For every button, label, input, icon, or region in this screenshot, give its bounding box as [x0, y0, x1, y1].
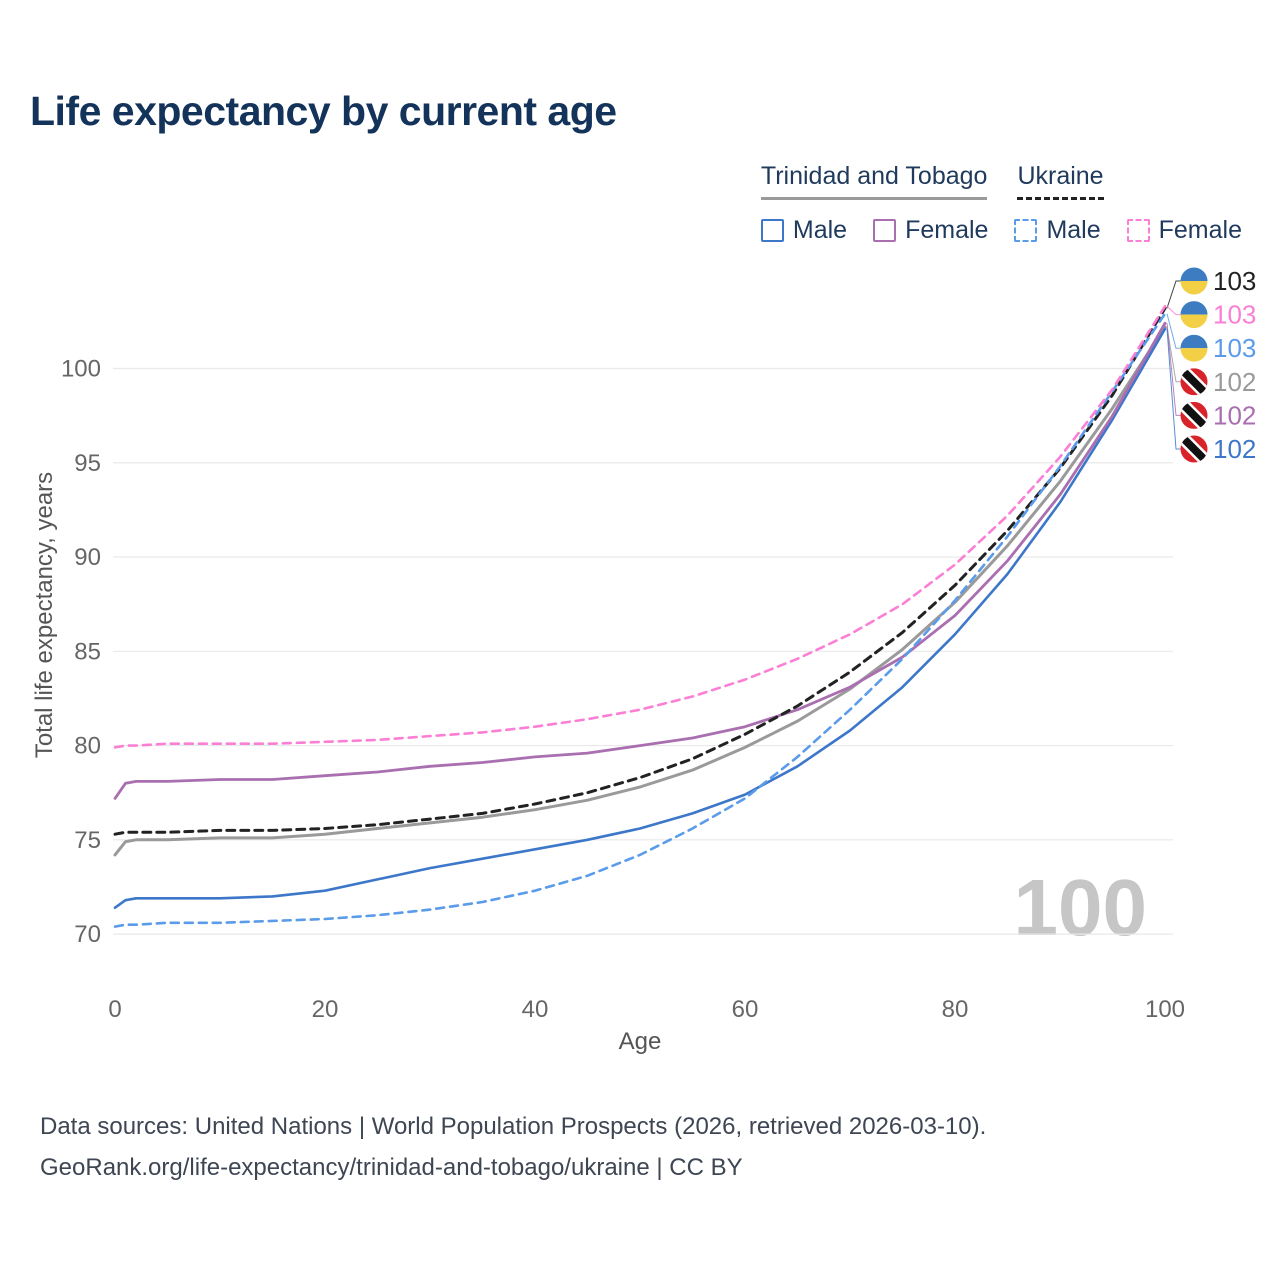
series-line-ukraine-male [113, 312, 1167, 928]
legend-item-ua-male-label: Male [1046, 216, 1101, 244]
legend-item-tt-male-label: Male [792, 216, 848, 244]
x-tick-label-60: 60 [732, 996, 759, 1023]
legend-item-ua-female-label: Female [1158, 216, 1242, 244]
end-label-connector [1166, 305, 1181, 316]
y-tick-label-90: 90 [74, 544, 101, 571]
ua-female-swatch-icon [1126, 219, 1150, 242]
legend-item-tt-female[interactable]: Female [873, 216, 988, 245]
trinidad-and-tobago-flag-icon [1180, 368, 1208, 396]
x-tick-label-40: 40 [522, 996, 549, 1023]
trinidad-and-tobago-flag-icon [1180, 401, 1208, 429]
legend-item-tt-male[interactable]: Male [760, 216, 848, 245]
end-label-connector [1166, 328, 1181, 450]
x-tick-label-20: 20 [312, 996, 339, 1023]
x-tick-label-80: 80 [942, 996, 969, 1023]
end-label-connector [1166, 313, 1181, 349]
series-line-trinidad-and-tobago-female [113, 321, 1167, 800]
x-tick-label-0: 0 [108, 996, 121, 1023]
tt-male-swatch-icon [760, 219, 784, 242]
series-line-trinidad-and-tobago-male [113, 327, 1167, 909]
legend-group-trinidad-and-tobago[interactable]: Trinidad and Tobago [760, 162, 988, 200]
ua-male-swatch-icon [1014, 219, 1038, 242]
series-line-trinidad-and-tobago-all [113, 325, 1167, 857]
y-tick-label-70: 70 [74, 921, 101, 948]
end-label-connector [1166, 326, 1181, 383]
y-tick-label-85: 85 [74, 638, 101, 665]
x-tick-label-100: 100 [1145, 996, 1185, 1023]
legend-group-trinidad-label: Trinidad and Tobago [760, 162, 988, 190]
footer-attribution-url: GeoRank.org/life-expectancy/trinidad-and… [40, 1154, 743, 1181]
ukraine-flag-icon [1180, 267, 1208, 295]
watermark-age-100: 100 [1013, 863, 1147, 952]
y-tick-label-80: 80 [74, 733, 101, 760]
end-label-connector [1166, 323, 1181, 416]
legend-item-ua-female[interactable]: Female [1126, 216, 1242, 245]
y-tick-label-100: 100 [61, 355, 101, 382]
footer-data-sources: Data sources: United Nations | World Pop… [40, 1113, 987, 1140]
ukraine-flag-icon [1180, 301, 1208, 329]
end-label-value: 103 [1213, 266, 1256, 296]
page-title: Life expectancy by current age [30, 88, 617, 134]
legend-groups: Trinidad and Tobago Ukraine [760, 162, 1104, 200]
legend-items: Male Female Male Female [760, 216, 1242, 245]
x-axis-title: Age [618, 1028, 662, 1055]
end-label-connector [1166, 280, 1181, 309]
y-tick-label-75: 75 [74, 827, 101, 854]
tt-female-swatch-icon [873, 219, 897, 242]
trinidad-and-tobago-flag-icon [1180, 435, 1208, 463]
legend-item-tt-female-label: Female [905, 216, 989, 244]
legend: Trinidad and Tobago Ukraine Male Female … [760, 162, 1242, 245]
end-label-value: 103 [1213, 300, 1256, 330]
series-line-ukraine-female [113, 305, 1167, 749]
end-label-value: 102 [1213, 434, 1256, 464]
end-label-value: 103 [1213, 333, 1256, 363]
legend-group-ukraine-label: Ukraine [1017, 162, 1104, 190]
footer: Data sources: United Nations | World Pop… [40, 1106, 986, 1188]
series-line-ukraine-all [113, 306, 1167, 836]
end-label-value: 102 [1213, 367, 1256, 397]
legend-group-ukraine[interactable]: Ukraine [1017, 162, 1104, 200]
ukraine-flag-icon [1180, 334, 1208, 362]
y-tick-label-95: 95 [74, 450, 101, 477]
legend-item-ua-male[interactable]: Male [1014, 216, 1101, 245]
end-label-value: 102 [1213, 400, 1256, 430]
